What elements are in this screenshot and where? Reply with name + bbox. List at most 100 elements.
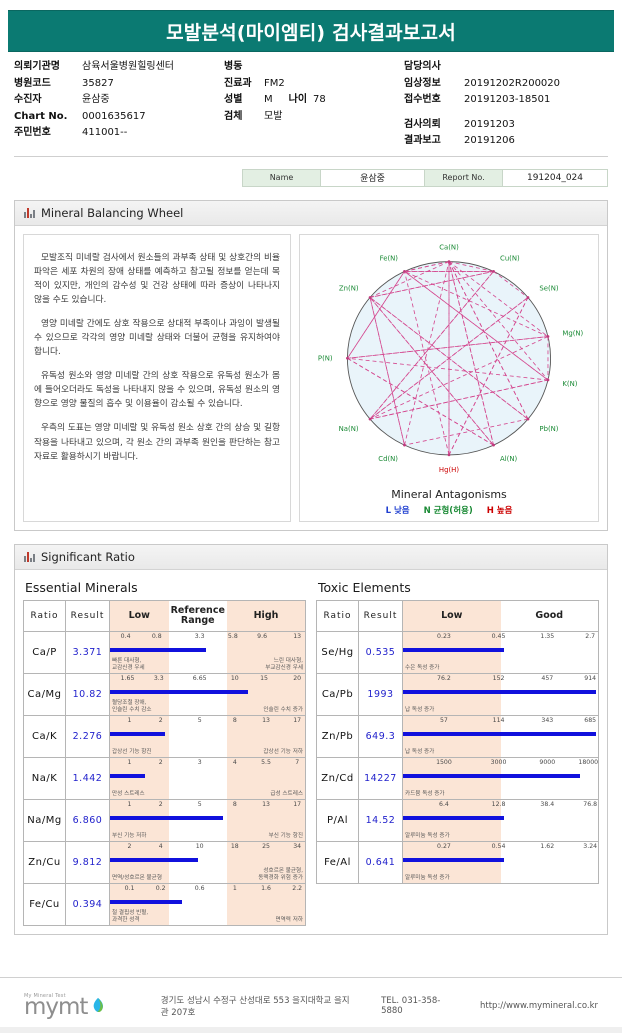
gauge-tick-label: 5 bbox=[197, 800, 202, 808]
antagonism-line bbox=[369, 335, 549, 419]
bar-chart-icon bbox=[24, 207, 35, 218]
antagonism-line bbox=[404, 270, 549, 380]
patient-info-row: 담당의사 bbox=[404, 61, 608, 74]
spacer bbox=[404, 111, 608, 115]
gauge-zone bbox=[403, 841, 501, 883]
gauge-tick-label: 13 bbox=[262, 716, 270, 724]
antagonism-line bbox=[369, 296, 529, 419]
gauge-tick-label: 685 bbox=[584, 716, 597, 724]
gauge-zone bbox=[403, 715, 501, 757]
ratio-name-cell: Ca/K bbox=[23, 714, 66, 758]
patient-info-label: 결과보고 bbox=[404, 135, 441, 146]
wheel-element-label: Ca(N) bbox=[439, 243, 459, 251]
gauge-tick-label: 34 bbox=[293, 842, 302, 850]
patient-info-row: Chart No. 0001635617 bbox=[14, 111, 224, 124]
gauge-value-bar bbox=[110, 815, 224, 820]
gauge-note-left: 부신 기능 저하 bbox=[112, 832, 147, 839]
ratio-name-cell: Ca/Mg bbox=[23, 672, 66, 716]
footer-url[interactable]: http://www.mymineral.co.kr bbox=[480, 1000, 598, 1011]
gauge-tick-label: 10 bbox=[230, 674, 239, 682]
patient-info-label: 진료과 bbox=[224, 77, 252, 89]
gauge-zone bbox=[227, 673, 305, 715]
gauge-tick-label: 2 bbox=[127, 842, 132, 850]
gauge-zone bbox=[110, 799, 169, 841]
gauge-zone bbox=[500, 673, 598, 715]
gauge-value-bar bbox=[110, 647, 206, 652]
gauge-note-right: 부신 기능 항진 bbox=[268, 832, 303, 839]
gauge-tick-label: 1 bbox=[127, 800, 132, 808]
ratio-gauge-cell: 0.27 0.54 1.62 3.24 알루미늄 독성 증가 bbox=[402, 840, 599, 884]
patient-info-row: 검사의뢰 20191203 bbox=[404, 119, 608, 132]
ratio-result-cell: 2.276 bbox=[65, 714, 110, 758]
ratio-panel-title: Significant Ratio bbox=[41, 549, 135, 564]
gauge-zone bbox=[110, 631, 169, 673]
ratio-name-cell: Fe/Al bbox=[316, 840, 359, 884]
ratio-name-cell: Zn/Pb bbox=[316, 714, 359, 758]
ratio-name-cell: Ca/P bbox=[23, 630, 66, 674]
gauge-note-right: 느린 대사형, 부교감신경 우세 bbox=[265, 657, 303, 671]
gauge-tick-label: 9.6 bbox=[257, 632, 268, 640]
ratio-gauge: 0.4 0.8 3.3 5.8 9.6 13 빠른 대사형, 교감신경 우세 느린 대사형, … bbox=[110, 631, 305, 673]
gauge-value-bar bbox=[110, 857, 198, 862]
patient-info-label: 성별 bbox=[224, 94, 243, 105]
antagonism-line bbox=[369, 296, 494, 445]
wheel-node bbox=[526, 417, 530, 420]
gauge-tick-label: 12.8 bbox=[491, 800, 506, 808]
gauge-tick-row: 0.4 0.8 3.3 5.8 9.6 13 bbox=[110, 632, 305, 643]
antagonism-line bbox=[493, 270, 529, 298]
gauge-tick-row: 1 2 3 4 5.5 7 bbox=[110, 758, 305, 769]
antagonism-line bbox=[369, 270, 494, 419]
ratio-name-cell: Zn/Cd bbox=[316, 756, 359, 800]
patient-info-row: 의뢰기관명 삼육서울병원힐링센터 bbox=[14, 61, 224, 74]
header-zone bbox=[500, 600, 598, 631]
antagonism-line bbox=[404, 261, 450, 445]
ratio-gauge-cell: 0.23 0.45 1.35 2.7 수은 독성 증가 bbox=[402, 630, 599, 674]
gauge-tick-label: 1.6 bbox=[261, 884, 271, 892]
gauge-tick-label: 0.27 bbox=[437, 842, 451, 850]
gauge-tick-label: 343 bbox=[541, 716, 554, 724]
gauge-tick-row: 1 2 5 8 13 17 bbox=[110, 800, 305, 811]
ratio-name-cell: Se/Hg bbox=[316, 630, 359, 674]
patient-info-row: 검체 모발 bbox=[224, 111, 404, 124]
wheel-panel-title: Mineral Balancing Wheel bbox=[41, 205, 184, 220]
gauge-zone bbox=[110, 841, 169, 883]
gauge-zone bbox=[403, 757, 501, 799]
patient-info-label-secondary: 나이 bbox=[288, 94, 308, 105]
gauge-note-left: 갑상선 기능 항진 bbox=[112, 748, 152, 755]
gauge-value-bar bbox=[110, 731, 165, 736]
wheel-node bbox=[368, 295, 372, 299]
wheel-node bbox=[403, 443, 406, 447]
gauge-tick-label: 914 bbox=[584, 674, 597, 682]
gauge-tick-label: 114 bbox=[492, 716, 505, 724]
gauge-tick-label: 0.54 bbox=[491, 842, 506, 850]
essential-minerals-title: Essential Minerals bbox=[25, 579, 138, 595]
wheel-node bbox=[368, 417, 372, 420]
ratio-gauge-cell: 2 4 10 18 25 34 면역/성호르몬 불균형 성호르몬 불균형, 동맥경화 위험 증… bbox=[109, 840, 306, 884]
table-header-row: Ratio Result Low Good bbox=[316, 599, 599, 632]
gauge-tick-label: 76.2 bbox=[437, 674, 451, 682]
gauge-tick-label: 15 bbox=[260, 674, 268, 682]
patient-info-value: 삼육서울병원힐링센터 bbox=[82, 61, 174, 72]
antagonism-line bbox=[404, 270, 549, 337]
gauge-note-left: 알루미늄 독성 증가 bbox=[405, 874, 450, 881]
page-title: 모발분석(마이엠티) 검사결과보고서 bbox=[166, 21, 456, 44]
wheel-node bbox=[546, 378, 550, 381]
gauge-tick-label: 3.3 bbox=[153, 674, 164, 682]
ratio-gauge: 2 4 10 18 25 34 면역/성호르몬 불균형 성호르몬 불균형, 동맥경화 위험 증… bbox=[110, 841, 305, 883]
gauge-tick-label: 1.62 bbox=[540, 842, 555, 850]
gauge-tick-row: 76.2 152 457 914 bbox=[403, 674, 598, 685]
antagonism-line bbox=[448, 260, 549, 380]
antagonism-line bbox=[369, 296, 405, 445]
wheel-node bbox=[447, 259, 451, 263]
gauge-tick-label: 0.2 bbox=[155, 884, 166, 892]
logo-tagline: My Mineral Test bbox=[24, 993, 66, 1000]
column-header: Result bbox=[358, 599, 403, 632]
antagonism-line bbox=[448, 261, 494, 445]
table-row: P/Al 14.52 6.4 12.8 38.4 76.8 알루미늄 독성 증가 bbox=[316, 798, 599, 842]
gauge-value-bar bbox=[403, 815, 505, 820]
ratio-gauge-cell: 6.4 12.8 38.4 76.8 알루미늄 독성 증가 bbox=[402, 798, 599, 842]
ratio-result-cell: 9.812 bbox=[65, 840, 110, 884]
wheel-description-paragraph: 유독성 원소와 영양 미네랄 간의 상호 작용으로 유독성 원소가 몸에 들어오… bbox=[34, 371, 280, 410]
table-row: Ca/K 2.276 1 2 5 8 13 17 갑상선 기능 항진 갑상선 기능 저하 bbox=[23, 714, 306, 758]
gauge-tick-label: 18000 bbox=[578, 758, 598, 766]
